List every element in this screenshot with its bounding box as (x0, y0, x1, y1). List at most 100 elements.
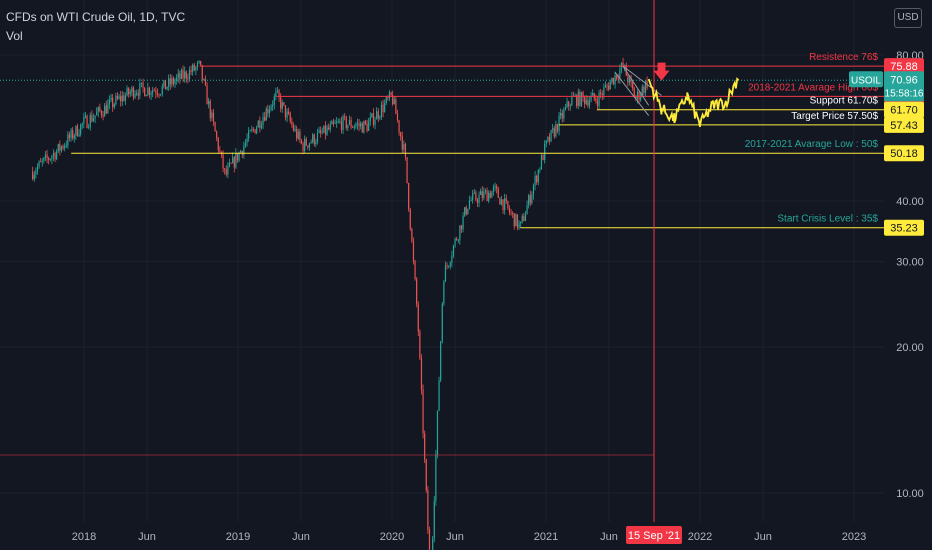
candle (632, 82, 634, 89)
candle (38, 161, 40, 167)
candle (580, 92, 583, 106)
candle (352, 127, 354, 128)
y-axis-tick: 40.00 (896, 196, 924, 208)
candle (588, 100, 591, 106)
candle (492, 187, 495, 192)
candle (243, 145, 245, 155)
candle (152, 90, 154, 94)
currency-button[interactable]: USD (894, 8, 922, 28)
candle (278, 90, 280, 98)
candle (452, 245, 455, 256)
candle (422, 389, 424, 434)
candle (211, 112, 213, 118)
candle (544, 143, 546, 161)
candle (436, 410, 439, 455)
candle (636, 92, 639, 99)
candle (532, 185, 535, 195)
candle (105, 105, 107, 114)
candle (188, 70, 191, 80)
x-axis-tick: 2023 (842, 531, 866, 543)
price-badge (884, 145, 924, 162)
candle (56, 151, 58, 160)
candle (158, 94, 160, 96)
candle (204, 79, 207, 86)
candle (582, 92, 584, 97)
candle (91, 114, 93, 122)
candle (280, 97, 282, 109)
candle (555, 124, 557, 137)
candle (388, 92, 391, 99)
candle (640, 95, 642, 100)
candle (534, 175, 536, 186)
candle (308, 143, 311, 148)
candle (216, 131, 218, 139)
candle (528, 195, 530, 206)
candle (76, 125, 79, 136)
candle (363, 121, 365, 133)
x-axis-tick: 2022 (688, 531, 712, 543)
candle (331, 121, 333, 125)
candle (320, 130, 322, 133)
candle (612, 77, 615, 85)
candle (270, 106, 272, 110)
level-label: 2018-2021 Avarage High 66$ (748, 82, 878, 93)
candle (40, 161, 42, 163)
candle (481, 191, 483, 199)
candle (576, 95, 578, 106)
candle (36, 166, 39, 172)
candle (644, 81, 647, 93)
candle (372, 113, 375, 125)
candle (233, 157, 235, 168)
candle (328, 127, 330, 130)
candle (366, 123, 368, 131)
candle (547, 136, 549, 141)
candle (446, 265, 448, 267)
candle (104, 105, 106, 117)
candle (480, 191, 482, 195)
candle (41, 160, 43, 162)
candle (396, 114, 399, 121)
candle (83, 117, 85, 124)
candle (459, 225, 461, 240)
candle (443, 281, 445, 304)
candle (150, 93, 152, 95)
candle (520, 221, 522, 224)
candle (590, 95, 592, 101)
candle (360, 123, 362, 126)
wedge-line (614, 71, 650, 116)
candle (249, 130, 251, 132)
candle (609, 81, 611, 90)
candle (195, 67, 197, 71)
candle (518, 223, 520, 228)
candle (451, 255, 453, 263)
x-axis-tick: 2021 (534, 531, 558, 543)
candle (236, 153, 239, 161)
candle (118, 96, 120, 99)
candle (457, 239, 459, 241)
candle (630, 77, 632, 83)
candle (166, 86, 168, 90)
candle (128, 87, 130, 95)
candle (448, 265, 450, 267)
candle (542, 155, 544, 161)
candle (529, 195, 531, 203)
level-label: Resistence 76$ (809, 52, 878, 63)
candle (635, 97, 637, 99)
candle (376, 111, 378, 120)
candle (48, 158, 50, 160)
candle (432, 538, 434, 550)
volume-indicator-label[interactable]: Vol (6, 29, 23, 43)
candle (414, 260, 416, 280)
candle (641, 86, 643, 96)
candle (468, 200, 471, 209)
candle (300, 139, 303, 144)
candle (350, 119, 352, 128)
candle (409, 209, 411, 229)
wedge-line (622, 65, 662, 96)
candle (304, 138, 306, 151)
candle (35, 171, 37, 175)
candle (305, 138, 307, 146)
x-axis-tick: 2018 (72, 531, 96, 543)
candle (358, 123, 360, 126)
